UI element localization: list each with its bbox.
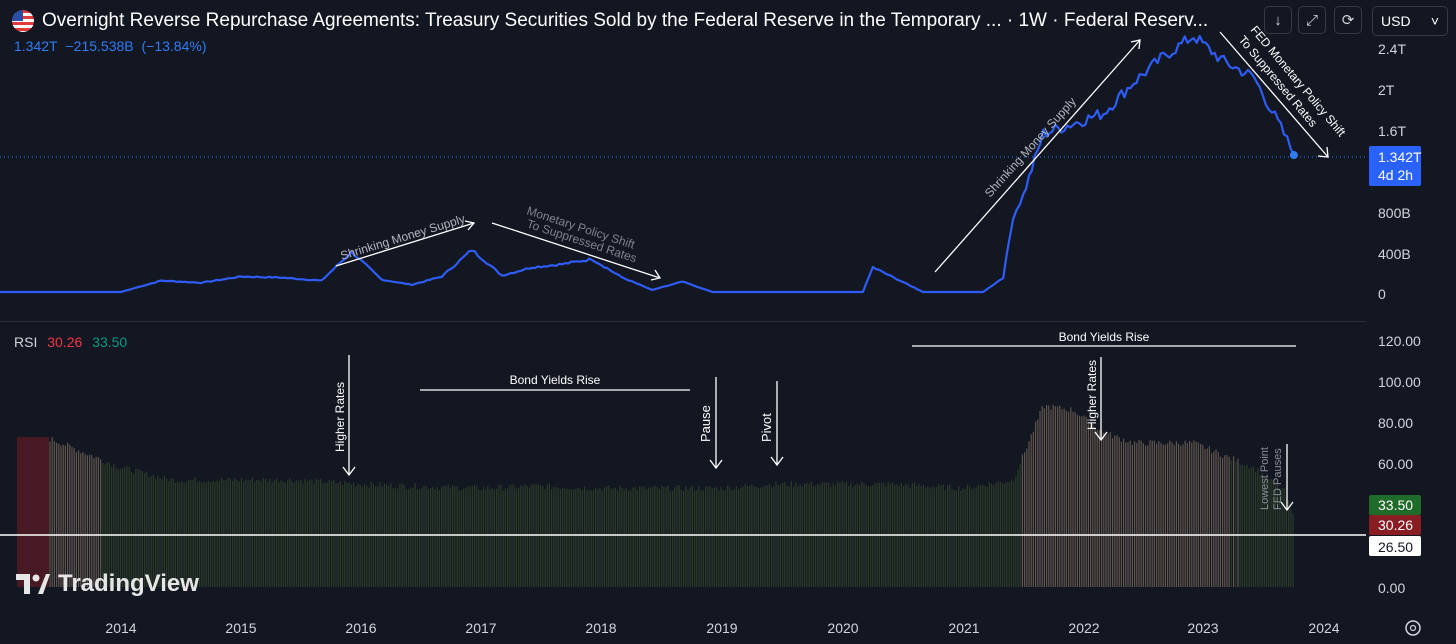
annotation-arrows: [335, 31, 1329, 281]
arrow-down-icon[interactable]: ↓: [1264, 6, 1292, 34]
rsi-line-tag-label: 26.50: [1378, 539, 1413, 555]
annotation-shrinking-1: Shrinking Money Supply: [339, 212, 467, 263]
settings-icon[interactable]: [1405, 620, 1421, 636]
collapse-icon[interactable]: ⤢: [1298, 6, 1326, 34]
time-axis[interactable]: 2014 2015 2016 2017 2018 2019 2020 2021 …: [105, 620, 1339, 636]
annotation-bond-yields-1: Bond Yields Rise: [510, 373, 601, 387]
current-price-label: 1.342T: [1378, 149, 1422, 165]
time-label: 2015: [225, 620, 256, 636]
tradingview-logo-icon: [16, 574, 50, 594]
price-axis[interactable]: 2.4T 2T 1.6T 800B 400B 0: [1378, 41, 1411, 302]
annotation-pause: Pause: [698, 405, 713, 442]
logo-text: TradingView: [58, 570, 199, 597]
chart-header: Overnight Reverse Repurchase Agreements:…: [12, 8, 1208, 34]
us-flag-icon: [12, 10, 34, 32]
rsi-label: RSI: [14, 334, 38, 350]
annotation-bond-yields-2: Bond Yields Rise: [1059, 330, 1150, 344]
annotation-fed-pauses: FED Pauses: [1272, 448, 1284, 510]
time-label: 2022: [1068, 620, 1099, 636]
rsi-value-tag: [1369, 515, 1421, 535]
rsi-histogram: [49, 404, 1294, 587]
rsi-value-tag-label: 30.26: [1378, 517, 1413, 533]
annotation-higher-rates-2: Higher Rates: [1085, 360, 1099, 430]
rsi-tick: 100.00: [1378, 374, 1421, 390]
refresh-icon[interactable]: ⟳: [1334, 6, 1362, 34]
time-label: 2014: [105, 620, 136, 636]
annotation-lowest-point: Lowest Point: [1259, 447, 1271, 510]
last-value-dot: [1289, 151, 1298, 160]
time-label: 2019: [706, 620, 737, 636]
rsi-tick: 120.00: [1378, 333, 1421, 349]
price-tick: 2T: [1378, 82, 1395, 98]
time-label: 2018: [585, 620, 616, 636]
rsi-ma-tag: [1369, 495, 1421, 515]
rsi-tick: 0.00: [1378, 580, 1405, 596]
price-tick: 800B: [1378, 205, 1411, 221]
time-label: 2021: [948, 620, 979, 636]
currency-select[interactable]: USD ˅: [1372, 6, 1448, 36]
current-price-tag: [1369, 146, 1421, 186]
change-value: −215.538B: [65, 38, 134, 54]
currency-value: USD: [1381, 13, 1411, 29]
last-value: 1.342T: [14, 38, 58, 54]
tradingview-logo[interactable]: TradingView: [16, 570, 199, 598]
time-label: 2016: [345, 620, 376, 636]
price-tick: 0: [1378, 286, 1386, 302]
change-percent: (−13.84%): [141, 38, 207, 54]
price-tick: 400B: [1378, 246, 1411, 262]
rsi-tick: 80.00: [1378, 415, 1413, 431]
countdown-label: 4d 2h: [1378, 167, 1413, 183]
rsi-ma-value: 33.50: [92, 334, 128, 350]
time-label: 2023: [1187, 620, 1218, 636]
chevron-down-icon: ˅: [1430, 13, 1439, 29]
rsi-axis[interactable]: 120.00 100.00 80.00 60.00 0.00: [1378, 333, 1421, 596]
pane-divider[interactable]: [0, 321, 1366, 322]
price-tick: 1.6T: [1378, 123, 1406, 139]
time-label: 2024: [1308, 620, 1339, 636]
rsi-value: 30.26: [47, 334, 83, 350]
price-tick: 2.4T: [1378, 41, 1406, 57]
rrp-series-line[interactable]: [0, 34, 1295, 294]
chart-title[interactable]: Overnight Reverse Repurchase Agreements:…: [42, 10, 1209, 31]
annotation-pivot: Pivot: [759, 413, 774, 442]
rsi-annotation-lines: [342, 345, 1296, 512]
time-label: 2020: [827, 620, 858, 636]
rsi-tick: 60.00: [1378, 456, 1413, 472]
annotation-higher-rates-1: Higher Rates: [333, 382, 347, 452]
rsi-line-tag: [1369, 536, 1421, 556]
rsi-ma-tag-label: 33.50: [1378, 497, 1413, 513]
annotation-shrinking-2: Shrinking Money Supply: [982, 94, 1079, 200]
rsi-legend: RSI 30.26 33.50: [14, 334, 127, 350]
rsi-early-bars: [17, 437, 49, 587]
price-change-line: 1.342T −215.538B (−13.84%): [14, 38, 210, 54]
time-label: 2017: [465, 620, 496, 636]
